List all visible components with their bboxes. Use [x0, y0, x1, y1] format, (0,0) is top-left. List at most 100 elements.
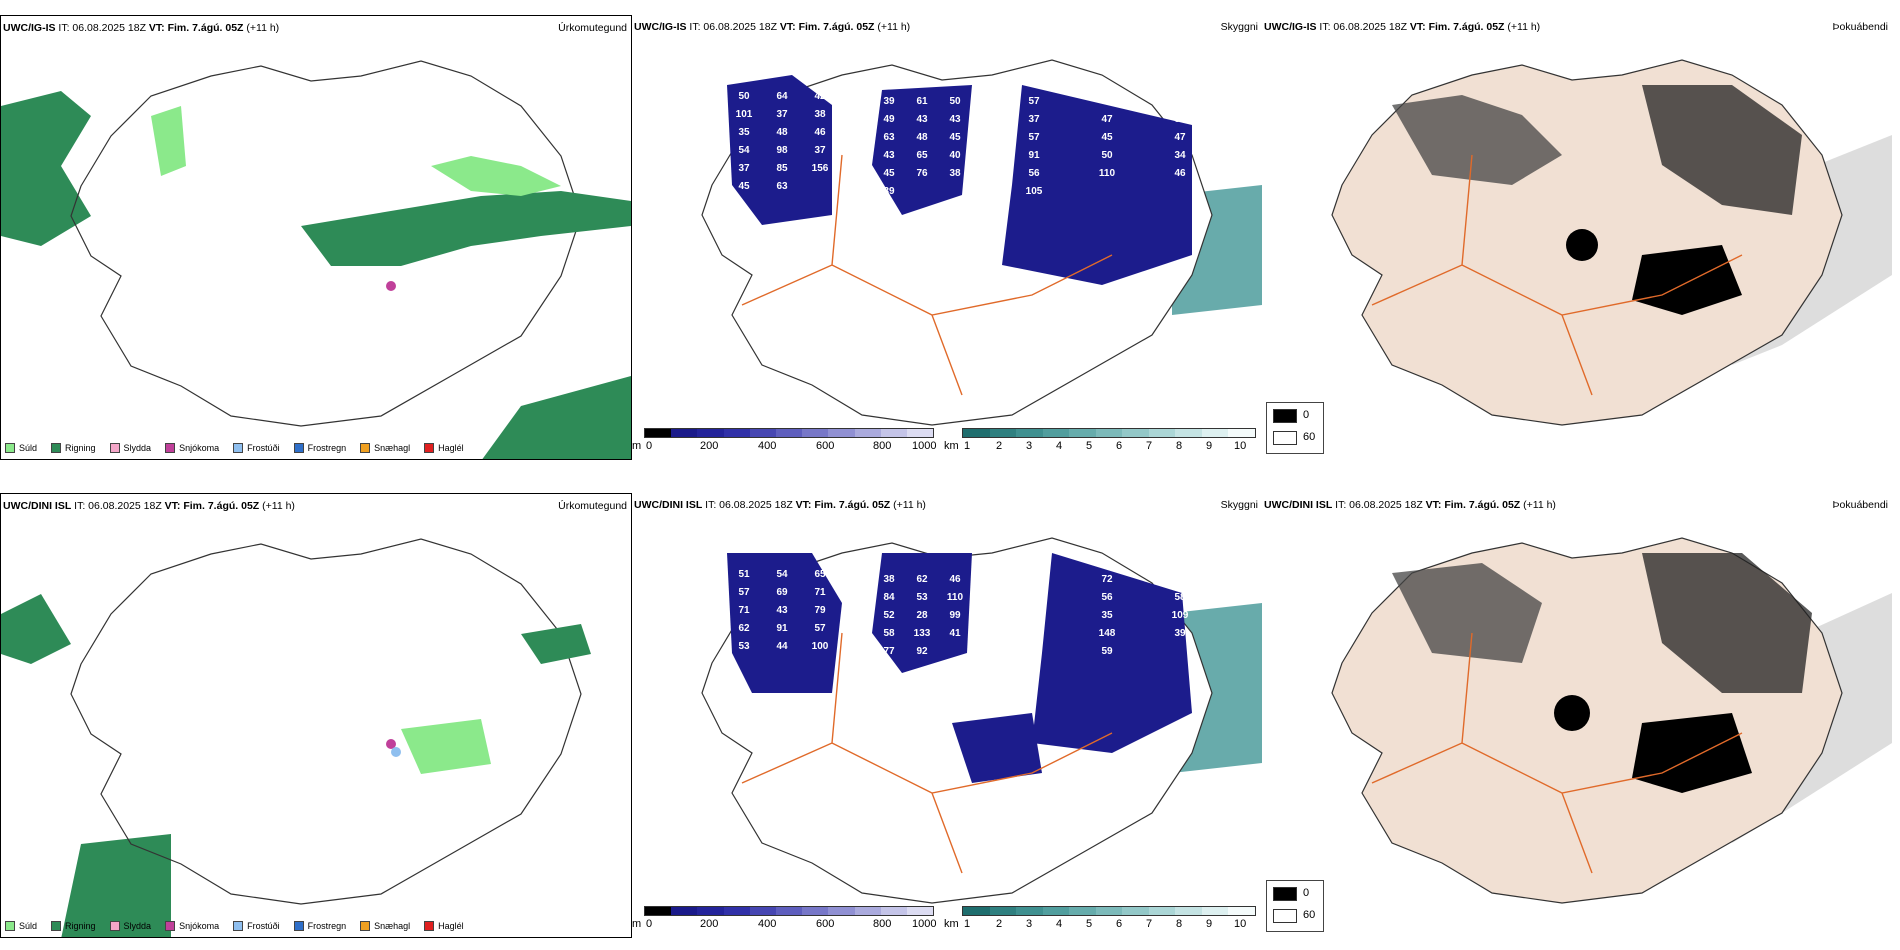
- legend-swatch: [293, 443, 304, 453]
- legend-item: Frostúði: [233, 443, 280, 453]
- cloud-base-label: 57: [1028, 610, 1040, 621]
- colorbar-tick: 800: [873, 440, 892, 452]
- legend-item: Frostregn: [293, 921, 346, 931]
- panel-title: UWC/DINI ISL IT: 06.08.2025 18Z VT: Fim.…: [634, 499, 926, 511]
- legend-item: Frostúði: [233, 921, 280, 931]
- cloud-base-label: 50: [738, 91, 750, 102]
- cloud-base-label: 36: [1028, 646, 1040, 657]
- precip-panel-row2: UWC/DINI ISL IT: 06.08.2025 18Z VT: Fim.…: [0, 493, 632, 938]
- colorbar-tick: 9: [1206, 440, 1213, 452]
- low-cloud-n: [872, 85, 972, 215]
- panel-name: Þokuábendi: [1832, 499, 1888, 511]
- cloud-base-label: 37: [814, 145, 826, 156]
- cloud-base-label: 37: [738, 163, 750, 174]
- rain-patch: [521, 624, 591, 664]
- cloud-panel-row2: UWC/DINI ISL IT: 06.08.2025 18Z VT: Fim.…: [632, 493, 1262, 938]
- legend-item: Haglél: [424, 921, 464, 931]
- cloud-colorbar-swatches: [644, 428, 934, 438]
- cloud-colorbar-swatches: [644, 906, 934, 916]
- cloud-base-label: 53: [916, 592, 928, 603]
- cloud-base-label: 53: [738, 641, 750, 652]
- cloud-base-label: 58: [1174, 592, 1186, 603]
- colorbar-tick: 10: [1234, 440, 1247, 452]
- cloud-base-label: 46: [1174, 168, 1186, 179]
- legend-swatch: [293, 921, 304, 931]
- panel-title: UWC/IG-IS IT: 06.08.2025 18Z VT: Fim. 7.…: [1264, 21, 1541, 33]
- fog-panel-row1: UWC/IG-IS IT: 06.08.2025 18Z VT: Fim. 7.…: [1262, 15, 1892, 460]
- cloud-base-label: 62: [916, 574, 928, 585]
- cloud-base-label: 38: [814, 109, 826, 120]
- legend-item: Súld: [5, 921, 37, 931]
- precip-map: [1, 60, 631, 459]
- colorbar-tick: 4: [1056, 918, 1063, 930]
- cloud-base-label: 51: [1028, 628, 1040, 639]
- cloud-base-label: 35: [738, 127, 750, 138]
- colorbar-unit: m: [632, 440, 642, 452]
- panel-name: Skyggni: [1220, 499, 1258, 511]
- cloud-base-label: 69: [776, 587, 788, 598]
- legend-label: 60: [1303, 431, 1316, 443]
- colorbar-tick: 7: [1146, 918, 1153, 930]
- precip-legend: Súld Rigning Slydda Snjókoma Frostúði Fr…: [5, 443, 464, 453]
- cloud-base-label: 35: [1101, 610, 1113, 621]
- legend-item: Snæhagl: [360, 443, 410, 453]
- fog-legend: 0 60: [1266, 880, 1324, 932]
- sleet-spot: [386, 281, 396, 291]
- cloud-base-colorbar: m 0 200 400 600 800 1000: [632, 428, 942, 456]
- cloud-base-label: 65: [916, 150, 928, 161]
- cloud-base-label: 53: [1174, 96, 1186, 107]
- cloud-base-label: 37: [776, 109, 788, 120]
- fog-dark-n: [1392, 95, 1562, 185]
- panel-title: UWC/IG-IS IT: 06.08.2025 18Z VT: Fim. 7.…: [3, 22, 280, 34]
- cloud-base-label: 54: [738, 145, 750, 156]
- cloud-base-label: 56: [1028, 168, 1040, 179]
- cloud-base-label: 63: [776, 181, 788, 192]
- fog-dark-n: [1392, 563, 1542, 663]
- colorbar-tick: 3: [1026, 918, 1033, 930]
- cloud-base-label: 44: [776, 641, 788, 652]
- colorbar-tick: 0: [646, 440, 653, 452]
- colorbar-tick: 5: [1086, 918, 1093, 930]
- colorbar-unit: km: [944, 440, 959, 452]
- legend-swatch: [5, 443, 15, 453]
- cloud-base-label: 38: [949, 168, 961, 179]
- cloud-base-label: 59: [1028, 574, 1040, 585]
- colorbar-tick: 200: [700, 440, 719, 452]
- cloud-base-label: 61: [916, 96, 928, 107]
- fog-black-spot: [1554, 695, 1590, 731]
- cloud-base-label: 47: [1174, 132, 1186, 143]
- iceland-outline: [70, 60, 582, 427]
- cloud-label-group: 50 39 57 64 61 72 42 50 53 101 49 37 37 43 47 38 43 52 35 6…: [736, 91, 1186, 197]
- legend-swatch: [360, 443, 371, 453]
- legend-swatch: [109, 443, 120, 453]
- cloud-base-label: 57: [814, 623, 826, 634]
- road-network: [741, 632, 1113, 874]
- cloud-base-label: 72: [1101, 574, 1113, 585]
- cloud-base-label: 37: [1028, 114, 1040, 125]
- drizzle-band: [431, 156, 561, 196]
- road-network: [741, 154, 1113, 396]
- cloud-base-label: 84: [883, 592, 895, 603]
- legend-swatch: [233, 443, 244, 453]
- cloud-base-label: 38: [883, 574, 895, 585]
- cloud-base-label: 50: [949, 96, 961, 107]
- drizzle-nw: [151, 106, 186, 176]
- cloud-base-label: 39: [1174, 574, 1186, 585]
- legend-swatch: [424, 921, 435, 931]
- colorbar-tick: 400: [758, 918, 777, 930]
- cloud-base-label: 56: [1101, 592, 1113, 603]
- cloud-base-label: 67: [1028, 592, 1040, 603]
- colorbar-tick: 2: [996, 440, 1003, 452]
- cloud-base-label: 99: [949, 610, 961, 621]
- colorbar-tick: 9: [1206, 918, 1213, 930]
- legend-item: Frostregn: [293, 443, 346, 453]
- colorbar-tick: 600: [816, 918, 835, 930]
- legend-swatch: [51, 443, 62, 453]
- legend-item: Snæhagl: [360, 921, 410, 931]
- iceland-outline: [70, 538, 582, 905]
- freezing-drizzle-spot: [391, 747, 401, 757]
- cloud-base-label: 34: [1174, 150, 1186, 161]
- legend-swatch: [424, 443, 435, 453]
- legend-swatch: [1273, 909, 1297, 923]
- cloud-base-label: 42: [814, 91, 826, 102]
